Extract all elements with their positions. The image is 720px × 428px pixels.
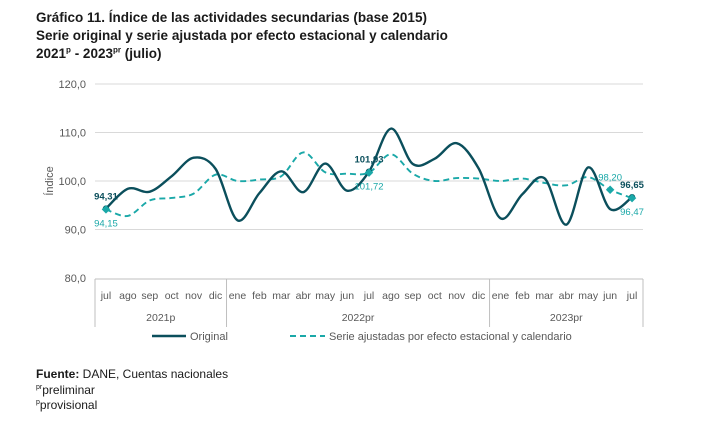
year-group-label: 2021p [146,312,175,324]
chart-notes: Fuente: DANE, Cuentas nacionales prpreli… [36,367,228,414]
x-tick-label: abr [296,290,312,302]
title-line-3: 2021p - 2023pr (julio) [36,45,448,63]
x-tick-label: may [315,290,336,302]
x-tick-label: nov [448,290,466,302]
title-line-1: Gráfico 11. Índice de las actividades se… [36,10,427,25]
x-tick-label: feb [252,290,267,302]
title-line-2: Serie original y serie ajustada por efec… [36,28,448,43]
x-tick-label: oct [165,290,179,302]
x-tick-label: feb [515,290,530,302]
x-tick-label: jul [626,290,638,302]
data-label: 96,65 [620,180,644,191]
x-tick-label: nov [185,290,203,302]
year-group-label: 2022pr [342,312,375,324]
x-tick-label: oct [428,290,442,302]
x-tick-label: mar [535,290,554,302]
data-label: 98,20 [598,173,622,184]
preliminary-sup: pr [36,383,43,391]
x-tick-label: abr [559,290,575,302]
x-tick-label: may [578,290,599,302]
data-label: 101,72 [354,182,383,193]
x-tick-label: ene [492,290,510,302]
source-label: Fuente: [36,367,80,381]
year-group-label: 2023pr [550,312,583,324]
source-note: Fuente: DANE, Cuentas nacionales [36,367,228,383]
provisional-sup: p [36,399,40,406]
data-point-marker [605,185,615,194]
y-tick-label: 120,0 [58,79,86,91]
legend-label-original: Original [190,331,228,343]
x-tick-label: ago [119,290,137,302]
data-label: 94,31 [94,192,118,203]
provisional-note: pprovisional [36,398,228,414]
x-tick-label: jul [363,290,375,302]
data-label: 96,47 [620,207,644,218]
x-tick-label: jun [339,290,354,302]
y-axis-label: Índice [43,166,56,195]
title-sup-p: p [66,45,71,55]
preliminary-note: prpreliminar [36,383,228,399]
x-tick-label: ago [382,290,400,302]
y-tick-label: 80,0 [65,273,86,285]
x-tick-label: mar [272,290,291,302]
data-label: 94,15 [94,218,118,229]
title-year-end: - 2023 [70,46,113,61]
data-point-marker [364,168,374,177]
source-text: DANE, Cuentas nacionales [79,367,229,381]
series-line-adjusted [105,151,633,218]
y-tick-label: 100,0 [58,176,86,188]
x-tick-label: jul [100,290,112,302]
y-tick-label: 90,0 [65,225,86,237]
chart-title: Gráfico 11. Índice de las actividades se… [36,9,448,63]
x-tick-label: ene [229,290,247,302]
provisional-text: provisional [39,398,98,412]
title-month: (julio) [120,46,162,61]
data-point-marker [101,205,111,214]
x-tick-label: dic [472,290,485,302]
x-tick-label: sep [141,290,158,302]
preliminary-text: preliminar [42,382,95,397]
x-tick-label: dic [209,290,222,302]
data-label: 101,93 [354,155,383,166]
y-tick-label: 110,0 [59,128,86,140]
x-tick-label: jun [602,290,617,302]
title-year-start: 2021 [36,46,67,61]
x-tick-label: sep [404,290,421,302]
title-sup-pr: pr [112,45,121,55]
legend-label-adjusted: Serie ajustadas por efecto estacional y … [329,331,572,343]
